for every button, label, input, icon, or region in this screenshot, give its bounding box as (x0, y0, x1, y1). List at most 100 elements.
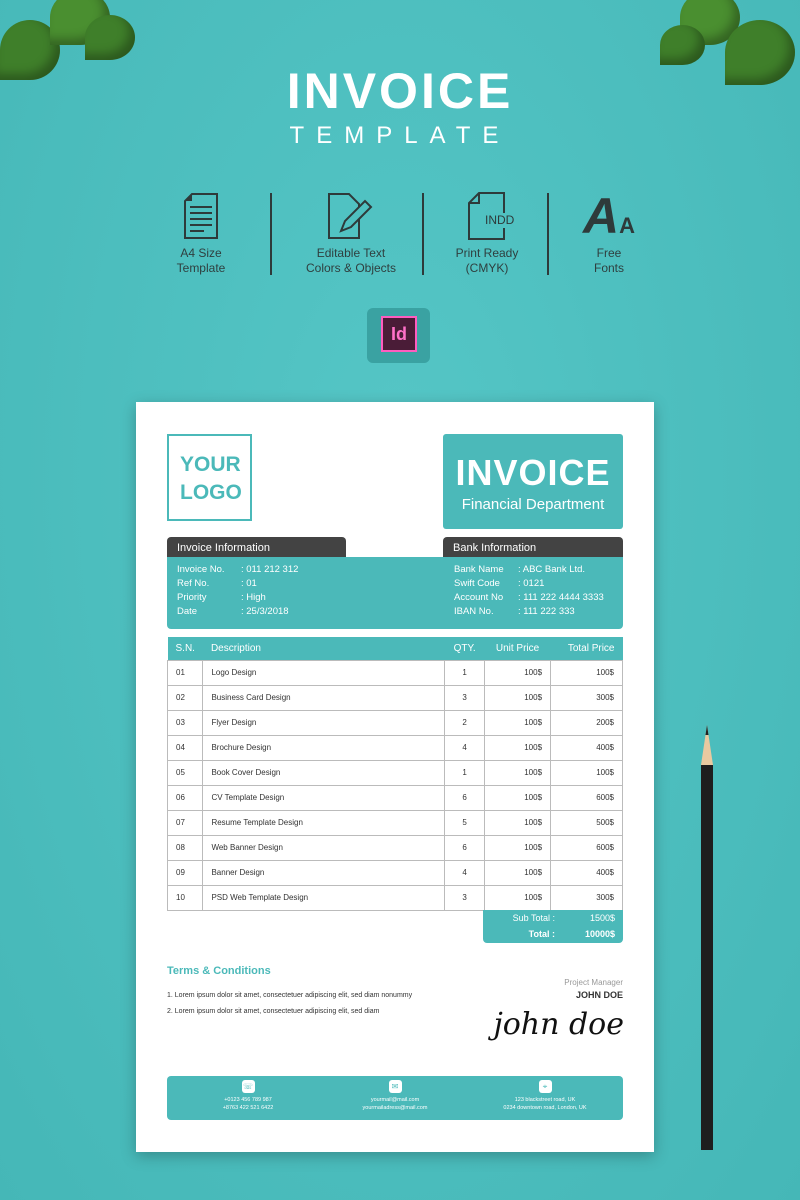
row-qty: 3 (444, 684, 486, 711)
row-description: Web Banner Design (202, 834, 446, 861)
divider (270, 193, 272, 275)
row-sn: 04 (166, 734, 204, 761)
page-title: INVOICE (286, 63, 514, 119)
row-total-price: 300$ (550, 684, 623, 711)
invoice-info-heading: Invoice Information (167, 537, 346, 559)
row-unit-price: 100$ (484, 684, 552, 711)
row-qty: 6 (444, 784, 486, 811)
terms-line: 1. Lorem ipsum dolor sit amet, consectet… (167, 992, 413, 999)
row-qty: 2 (444, 709, 486, 736)
location-icon: ⌖ (538, 1080, 552, 1093)
table-row: 04 Brochure Design 4 100$ 400$ (166, 734, 623, 761)
row-unit-price: 100$ (484, 759, 552, 786)
terms-line: 2. Lorem ipsum dolor sit amet, consectet… (167, 1008, 380, 1015)
row-description: Brochure Design (202, 734, 446, 761)
invoice-info: Invoice No.: 011 212 312 Ref No.: 01 Pri… (177, 564, 299, 617)
logo-placeholder: YOUR LOGO (167, 434, 252, 521)
row-unit-price: 100$ (484, 734, 552, 761)
row-unit-price: 100$ (484, 709, 552, 736)
plant-decoration-right (650, 0, 800, 100)
row-description: Flyer Design (202, 709, 446, 736)
page-subtitle: TEMPLATE (289, 122, 511, 149)
row-total-price: 400$ (550, 859, 623, 886)
bank-info: Bank Name: ABC Bank Ltd. Swift Code: 012… (454, 564, 604, 617)
table-row: 10 PSD Web Template Design 3 100$ 300$ (166, 884, 623, 911)
mail-icon: ✉ (388, 1080, 402, 1093)
invoice-title-box: INVOICE Financial Department (443, 434, 623, 529)
row-qty: 1 (444, 659, 486, 686)
terms-heading: Terms & Conditions (167, 965, 271, 977)
signer-name: JOHN DOE (575, 990, 623, 1000)
table-row: 06 CV Template Design 6 100$ 600$ (166, 784, 623, 811)
table-row: 03 Flyer Design 2 100$ 200$ (166, 709, 623, 736)
phone-icon: ☏ (241, 1080, 255, 1093)
edit-document-icon (291, 190, 411, 242)
row-total-price: 200$ (550, 709, 623, 736)
col-qty: QTY. (444, 637, 485, 660)
divider (547, 193, 549, 275)
pencil-decoration (700, 725, 714, 1150)
row-qty: 1 (444, 759, 486, 786)
row-total-price: 100$ (550, 759, 623, 786)
row-sn: 06 (166, 784, 204, 811)
divider (422, 193, 424, 275)
col-description: Description (202, 637, 445, 660)
row-unit-price: 100$ (484, 834, 552, 861)
feature-a4: A4 Size Template (141, 190, 261, 276)
row-description: Banner Design (202, 859, 446, 886)
feature-print: INDD Print Ready (CMYK) (427, 190, 547, 276)
row-total-price: 300$ (550, 884, 623, 911)
footer-email: ✉ yourmail@mail.com yourmailadress@mail.co… (362, 1080, 428, 1111)
row-unit-price: 100$ (484, 784, 552, 811)
row-total-price: 500$ (550, 809, 623, 836)
row-qty: 4 (444, 859, 486, 886)
row-description: Book Cover Design (202, 759, 446, 786)
row-sn: 08 (166, 834, 204, 861)
col-total-price: Total Price (550, 637, 623, 660)
col-unit-price: Unit Price (484, 637, 551, 660)
row-description: Logo Design (202, 659, 446, 686)
row-qty: 5 (444, 809, 486, 836)
row-sn: 03 (166, 709, 204, 736)
indesign-icon: Id (381, 316, 417, 352)
row-total-price: 600$ (550, 834, 623, 861)
row-unit-price: 100$ (484, 809, 552, 836)
invoice-paper: YOUR LOGO INVOICE Financial Department Inv… (136, 402, 654, 1152)
table-row: 05 Book Cover Design 1 100$ 100$ (166, 759, 623, 786)
row-qty: 6 (444, 834, 486, 861)
items-table: S.N. Description QTY. Unit Price Total P… (166, 637, 623, 911)
table-row: 08 Web Banner Design 6 100$ 600$ (166, 834, 623, 861)
table-row: 01 Logo Design 1 100$ 100$ (166, 659, 623, 686)
signer-role: Project Manager (564, 978, 623, 987)
row-description: PSD Web Template Design (202, 884, 446, 911)
row-total-price: 100$ (550, 659, 623, 686)
col-sn: S.N. (167, 637, 203, 660)
row-unit-price: 100$ (484, 659, 552, 686)
signature: john doe (493, 1007, 624, 1042)
row-qty: 3 (444, 884, 486, 911)
plant-decoration-left (0, 0, 135, 100)
bank-info-heading: Bank Information (443, 537, 623, 559)
row-qty: 4 (444, 734, 486, 761)
row-description: CV Template Design (202, 784, 446, 811)
indesign-badge: Id (367, 308, 430, 363)
row-sn: 05 (166, 759, 204, 786)
row-total-price: 400$ (550, 734, 623, 761)
row-sn: 01 (166, 659, 204, 686)
totals-box: Sub Total :1500$ Total :10000$ (483, 910, 623, 943)
a4-document-icon (141, 190, 261, 242)
table-row: 02 Business Card Design 3 100$ 300$ (166, 684, 623, 711)
feature-editable: Editable Text Colors & Objects (291, 190, 411, 276)
row-unit-price: 100$ (484, 884, 552, 911)
row-sn: 10 (166, 884, 204, 911)
row-description: Business Card Design (202, 684, 446, 711)
row-unit-price: 100$ (484, 859, 552, 886)
footer-address: ⌖ 123 blackstreet road, UK 0234 downtown r… (503, 1080, 587, 1111)
subtotal-value: 1500$ (589, 913, 615, 923)
row-sn: 07 (166, 809, 204, 836)
row-total-price: 600$ (550, 784, 623, 811)
row-sn: 02 (166, 684, 204, 711)
row-description: Resume Template Design (202, 809, 446, 836)
